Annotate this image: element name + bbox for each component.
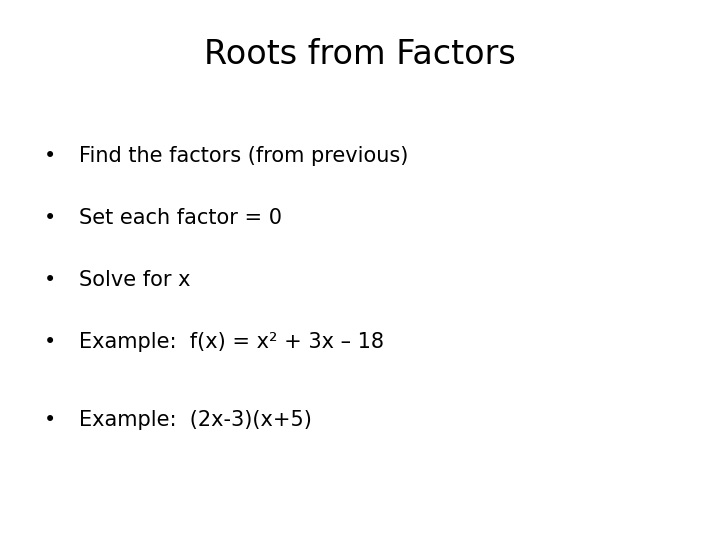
Text: Example:  (2x-3)(x+5): Example: (2x-3)(x+5) — [79, 410, 312, 430]
Text: Solve for x: Solve for x — [79, 270, 191, 290]
Text: •: • — [44, 146, 57, 166]
Text: •: • — [44, 410, 57, 430]
Text: •: • — [44, 270, 57, 290]
Text: Find the factors (from previous): Find the factors (from previous) — [79, 146, 408, 166]
Text: Roots from Factors: Roots from Factors — [204, 38, 516, 71]
Text: Set each factor = 0: Set each factor = 0 — [79, 208, 282, 228]
Text: •: • — [44, 208, 57, 228]
Text: •: • — [44, 332, 57, 352]
Text: Example:  f(x) = x² + 3x – 18: Example: f(x) = x² + 3x – 18 — [79, 332, 384, 352]
